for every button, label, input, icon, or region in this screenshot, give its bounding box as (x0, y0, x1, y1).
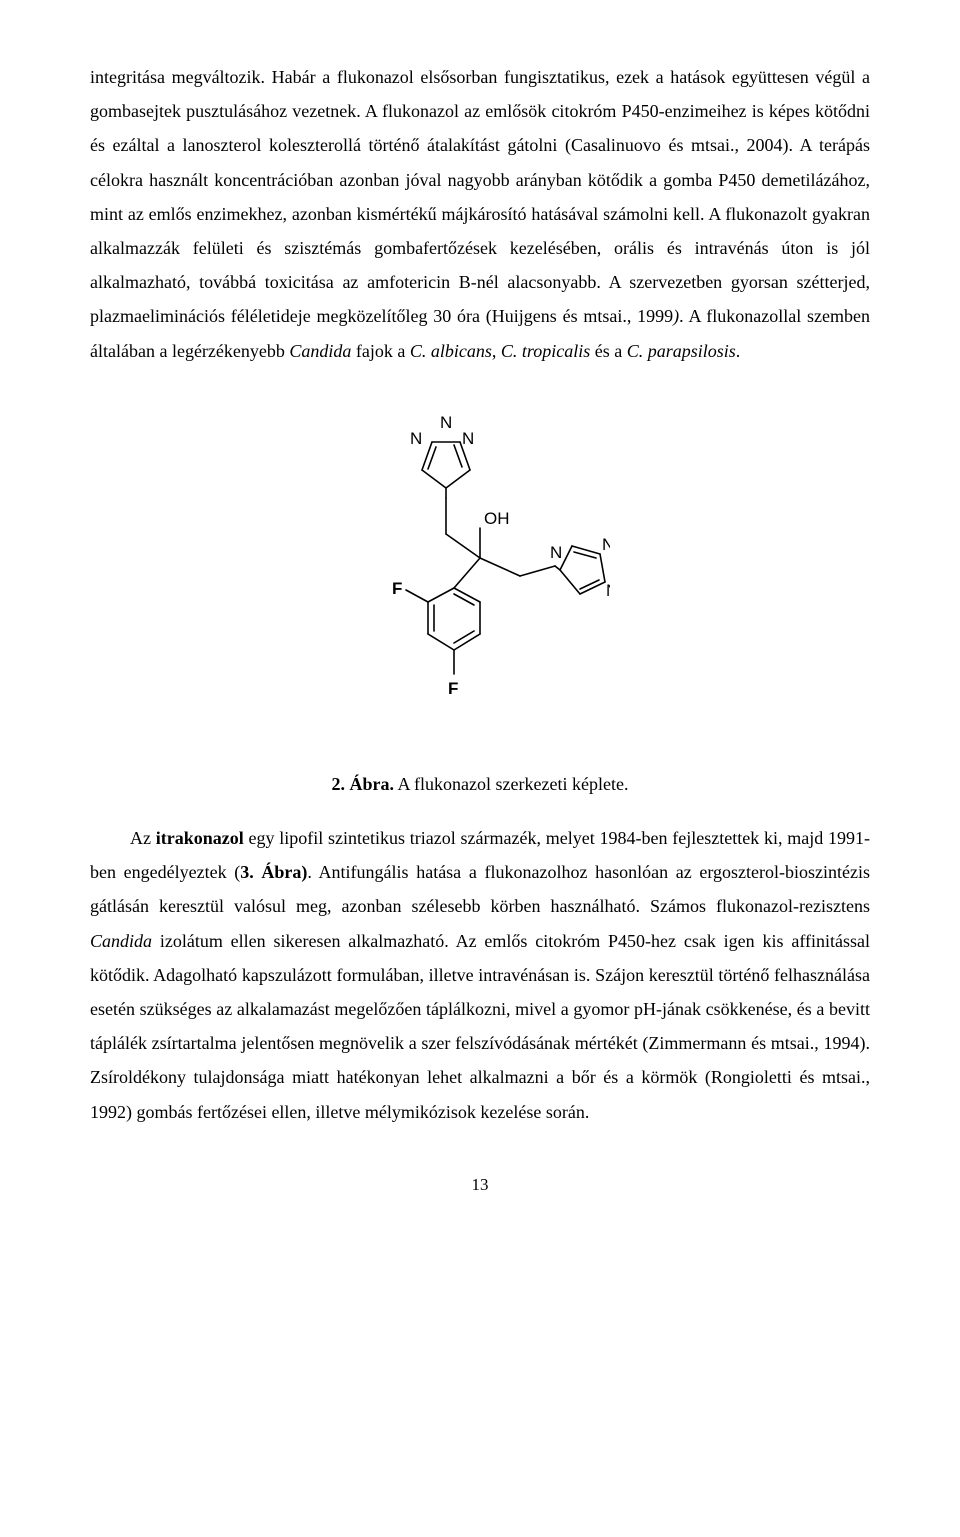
caption-number: 2. Ábra. (332, 774, 395, 794)
text-run: Az (130, 828, 156, 848)
atom-f: F (448, 679, 458, 698)
atom-f: F (392, 579, 402, 598)
text-run: , (492, 341, 501, 361)
atom-n: N (410, 429, 422, 448)
text-run: fajok a (351, 341, 409, 361)
caption-text: A flukonazol szerkezeti képlete. (394, 774, 628, 794)
text-run: integritása megváltozik. Habár a flukona… (90, 67, 870, 326)
paragraph-2: Az itrakonazol egy lipofil szintetikus t… (90, 821, 870, 1129)
species-candida: Candida (90, 931, 152, 951)
figure-ref: 3. Ábra) (240, 862, 307, 882)
species-c-tropicalis: C. tropicalis (501, 341, 590, 361)
species-candida: Candida (289, 341, 351, 361)
atom-n: N (602, 535, 610, 554)
atom-n: N (606, 581, 610, 600)
figure-caption: 2. Ábra. A flukonazol szerkezeti képlete… (90, 767, 870, 801)
text-run: . (736, 341, 741, 361)
atom-n: N (550, 543, 562, 562)
atom-n: N (462, 429, 474, 448)
structure-svg: OH N N N N N N F F (350, 398, 610, 738)
paragraph-1: integritása megváltozik. Habár a flukona… (90, 60, 870, 368)
page-number: 13 (90, 1169, 870, 1201)
atom-n: N (440, 413, 452, 432)
species-c-parapsilosis: C. parapsilosis (627, 341, 736, 361)
text-run: izolátum ellen sikeresen alkalmazható. A… (90, 931, 870, 1122)
species-c-albicans: C. albicans (410, 341, 492, 361)
text-run: és a (590, 341, 626, 361)
term-itrakonazol: itrakonazol (156, 828, 244, 848)
atom-oh: OH (484, 509, 510, 528)
figure-fluconazole: OH N N N N N N F F (90, 398, 870, 749)
